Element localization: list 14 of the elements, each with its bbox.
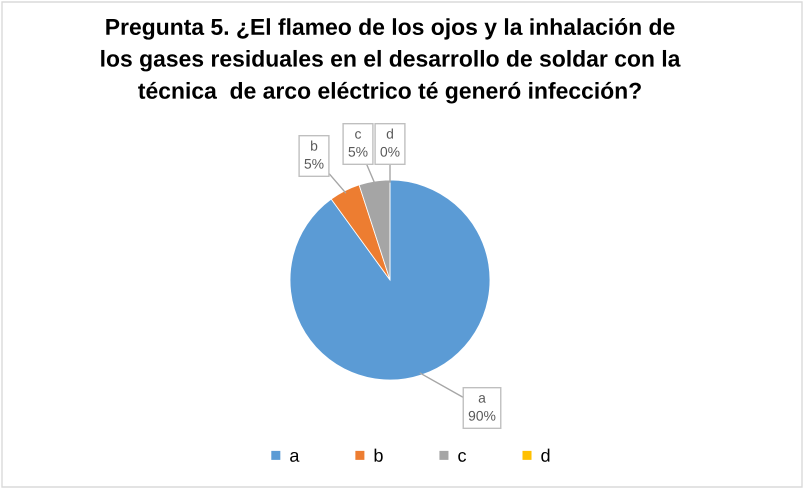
legend-label: d <box>541 448 550 462</box>
data-label: 5% <box>348 146 368 157</box>
legend-label: b <box>374 448 383 462</box>
slice-label: b <box>311 140 318 151</box>
legend-label: a <box>290 452 300 462</box>
legend-label: c <box>458 452 466 462</box>
slice-label: c <box>355 131 362 139</box>
text: 0% <box>380 146 400 157</box>
category-label: d <box>386 128 393 139</box>
data-label: 5% <box>304 158 324 169</box>
chart-title: Pregunta 5. ¿El flameo de los ojos y la inhalación de los gases residuales en el desarrollo de soldar con la técnica de arco eléctrico té generó infección? <box>101 18 681 104</box>
data-label: 90% <box>468 410 496 421</box>
slice-label: a <box>478 395 486 403</box>
pie-slice <box>290 180 490 380</box>
